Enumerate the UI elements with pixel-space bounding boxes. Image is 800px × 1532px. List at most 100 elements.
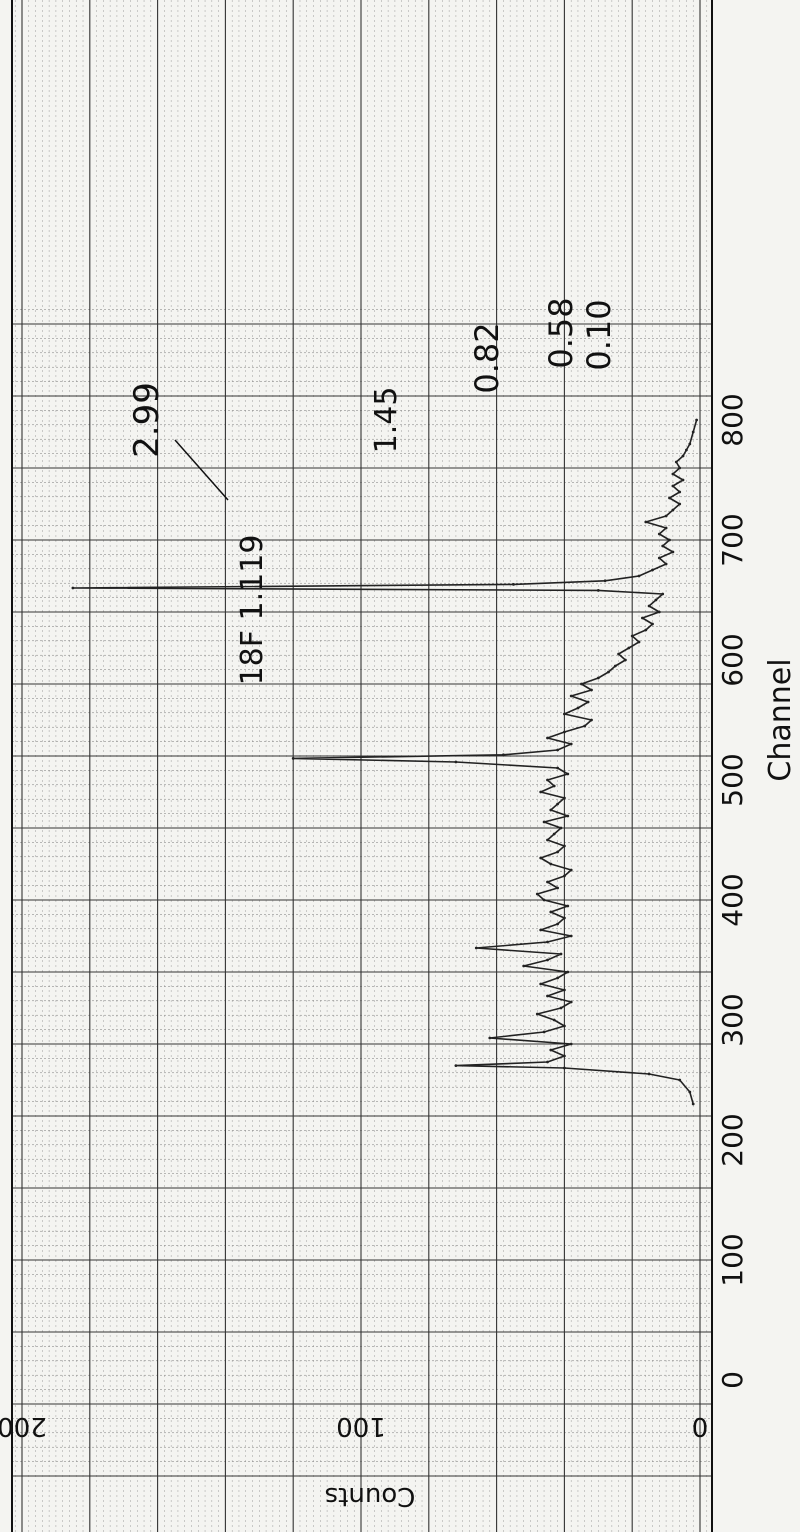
data-point <box>617 652 620 656</box>
data-point <box>691 1102 695 1106</box>
data-point <box>674 460 678 464</box>
peak-annotation: 0.58 <box>542 297 580 368</box>
data-point <box>563 916 566 920</box>
peak-annotation: 2.99 <box>127 382 167 458</box>
data-point <box>542 898 546 902</box>
data-point <box>644 520 648 524</box>
annotation-layer: 2.99 1.45 0.82 0.58 0.10 18F 1.119 <box>127 297 618 685</box>
data-point <box>291 757 295 760</box>
minor-grid <box>12 0 712 1532</box>
x-tick-label: 500 <box>716 753 749 806</box>
data-point <box>678 502 682 506</box>
data-point <box>559 952 563 956</box>
data-point <box>535 892 539 896</box>
data-point <box>691 430 695 434</box>
data-point <box>596 676 600 680</box>
data-point <box>688 1090 692 1094</box>
data-point <box>661 544 665 548</box>
annotation-leader-line <box>174 439 229 501</box>
data-point <box>556 748 559 752</box>
x-tick-label: 300 <box>716 993 749 1046</box>
data-point <box>552 784 556 788</box>
x-tick-label: 400 <box>716 873 749 926</box>
data-point <box>678 490 682 494</box>
data-point <box>695 418 698 422</box>
x-tick-label: 0 <box>716 1371 749 1389</box>
data-point <box>488 1036 492 1040</box>
x-tick-label: 800 <box>716 393 749 446</box>
data-point <box>556 976 559 980</box>
data-point <box>546 940 549 944</box>
data-point <box>566 970 570 974</box>
data-point <box>563 988 566 992</box>
data-point <box>556 802 559 806</box>
data-point <box>569 742 573 746</box>
data-point <box>539 928 543 932</box>
data-point <box>671 484 675 488</box>
data-point <box>654 598 658 602</box>
major-grid <box>12 0 712 1532</box>
data-point <box>637 574 641 578</box>
data-point <box>546 1060 549 1064</box>
data-point <box>454 760 458 764</box>
data-point <box>563 844 566 848</box>
data-point <box>546 880 549 884</box>
data-point <box>657 610 661 614</box>
data-point <box>559 1006 563 1010</box>
data-point <box>641 616 644 620</box>
data-point <box>569 1042 573 1046</box>
data-point <box>664 526 668 530</box>
data-point <box>583 724 587 728</box>
data-point <box>563 874 566 878</box>
data-point <box>685 448 688 452</box>
y-tick-label: 200 <box>0 1411 47 1441</box>
x-axis-title: Channel <box>763 658 798 781</box>
data-point <box>590 688 593 692</box>
data-point <box>512 583 515 586</box>
data-point <box>569 868 573 872</box>
data-point <box>671 508 675 512</box>
data-point <box>596 589 600 592</box>
data-point <box>657 556 661 560</box>
plot-frame <box>11 0 713 1532</box>
data-point <box>624 658 627 662</box>
data-point <box>647 1072 651 1076</box>
data-point <box>681 454 685 458</box>
data-point <box>563 730 566 734</box>
data-point <box>546 736 549 740</box>
data-point <box>549 1048 553 1052</box>
data-point <box>651 622 654 626</box>
data-point <box>647 604 651 608</box>
peak-annotation: 0.82 <box>468 322 506 393</box>
data-point <box>664 562 668 566</box>
peak-annotation: 0.10 <box>580 299 618 370</box>
data-point <box>671 472 675 476</box>
data-point <box>644 628 648 632</box>
data-point <box>542 820 546 824</box>
data-point <box>546 838 549 842</box>
data-point <box>678 466 682 470</box>
data-point <box>566 772 570 776</box>
data-point <box>71 586 75 590</box>
data-point <box>549 862 553 866</box>
data-point <box>563 1024 566 1028</box>
data-point <box>552 1018 556 1022</box>
data-point <box>556 850 559 854</box>
series-layer <box>71 418 698 1106</box>
data-point <box>552 832 556 836</box>
x-tick-label: 700 <box>716 513 749 566</box>
data-point <box>678 1078 682 1082</box>
data-point <box>671 550 675 554</box>
data-point <box>576 706 580 710</box>
data-point <box>580 682 583 686</box>
data-point <box>688 442 692 446</box>
x-tick-label: 600 <box>716 633 749 686</box>
data-point <box>542 1030 546 1034</box>
data-point <box>668 538 671 542</box>
peak-annotation: 18F 1.119 <box>235 535 270 686</box>
data-point <box>627 646 631 650</box>
data-point <box>563 712 566 716</box>
y-tick-label: 100 <box>336 1411 386 1441</box>
data-point <box>474 946 478 950</box>
